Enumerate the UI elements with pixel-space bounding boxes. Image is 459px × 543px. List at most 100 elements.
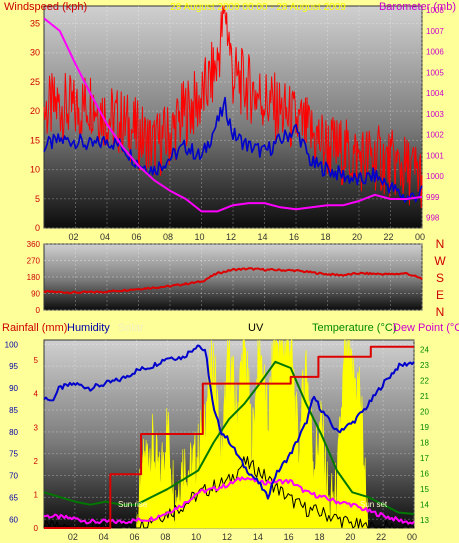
temperature-line	[43, 360, 415, 515]
direction-grid	[44, 243, 423, 311]
wind-y-tick-label: 25	[30, 77, 40, 87]
wind-plot-background	[43, 5, 423, 229]
conditions-x-tick-label: 20	[345, 532, 355, 542]
compass-label: E	[436, 288, 444, 302]
compass-label: N	[436, 305, 445, 319]
humidity-tick-label: 80	[9, 428, 18, 437]
wind-average-line	[43, 96, 423, 203]
barometer-tick-label: 1005	[426, 68, 444, 77]
barometer-tick-label: 1008	[426, 6, 444, 15]
humidity-tick-label: 85	[9, 406, 18, 415]
direction-tick-label: 0	[36, 306, 41, 315]
wind-y-axis-label: Windspeed (kph)	[4, 1, 87, 13]
conditions-x-tick-label: 08	[160, 532, 170, 542]
conditions-x-tick-label: 10	[191, 532, 201, 542]
conditions-x-tick-label: 22	[376, 532, 386, 542]
direction-line	[43, 267, 423, 295]
conditions-series	[43, 339, 415, 529]
rainfall-tick-label: 2	[34, 457, 39, 466]
humidity-tick-label: 70	[9, 472, 18, 481]
rainfall-tick-label: 1	[34, 490, 39, 499]
wind-y-tick-label: 30	[30, 48, 40, 58]
conditions-x-tick-label: 00	[407, 532, 417, 542]
barometer-tick-label: 1004	[426, 89, 444, 98]
rainfall-tick-label: 0	[34, 524, 39, 533]
wind-x-tick-label: 18	[320, 232, 330, 242]
compass-label: W	[434, 254, 446, 268]
wind-x-tick-label: 12	[226, 232, 236, 242]
conditions-x-tick-label: 14	[253, 532, 263, 542]
temperature-tick-label: 15	[420, 485, 429, 494]
humidity-tick-label: 95	[9, 362, 18, 371]
wind-y-tick-label: 0	[35, 223, 40, 233]
conditions-x-tick-label: 18	[314, 532, 324, 542]
barometer-tick-label: 1002	[426, 131, 444, 140]
solar-area	[136, 339, 369, 529]
wind-x-tick-label: 08	[163, 232, 173, 242]
wind-x-tick-label: 10	[194, 232, 204, 242]
wind-grid	[44, 6, 423, 229]
barometer-line	[43, 17, 423, 213]
temperature-tick-label: 14	[420, 501, 429, 510]
barometer-axis-label: Barometer (mb)	[379, 1, 456, 13]
legend-humidity: Humidity	[67, 322, 110, 334]
conditions-x-tick-label: 16	[284, 532, 294, 542]
wind-x-tick-label: 02	[68, 232, 78, 242]
legend-solar: Solar	[118, 322, 144, 334]
humidity-tick-label: 65	[9, 493, 18, 502]
conditions-x-tick-label: 12	[222, 532, 232, 542]
wind-series	[43, 5, 423, 213]
barometer-tick-label: 999	[426, 193, 440, 202]
wind-x-tick-label: 04	[100, 232, 110, 242]
temperature-tick-label: 19	[420, 423, 429, 432]
humidity-tick-label: 75	[9, 450, 18, 459]
conditions-x-tick-label: 06	[129, 532, 139, 542]
conditions-chart: 6065707580859095100012345131415161718192…	[2, 322, 459, 542]
barometer-tick-label: 998	[426, 214, 440, 223]
barometer-tick-label: 1001	[426, 151, 444, 160]
compass-label: N	[436, 237, 445, 251]
wind-x-tick-label: 00	[415, 232, 425, 242]
direction-series	[43, 267, 423, 295]
direction-tick-label: 360	[27, 240, 41, 249]
wind-x-tick-label: 16	[289, 232, 299, 242]
legend-temperature: Temperature (°C)	[312, 322, 396, 334]
wind-gust-line	[43, 5, 423, 209]
humidity-tick-label: 60	[9, 515, 18, 524]
wind-axes: 0510152025303599899910001001100210031004…	[30, 6, 444, 242]
temperature-tick-label: 22	[420, 376, 429, 385]
legend-rainfall: Rainfall (mm)	[2, 322, 67, 334]
humidity-tick-label: 100	[5, 340, 19, 349]
temperature-tick-label: 17	[420, 454, 429, 463]
temperature-tick-label: 18	[420, 439, 429, 448]
sunrise-annotation: Sun rise	[118, 500, 148, 509]
wind-chart-title: 28 August 2009 00:00 - 28 August 2009	[170, 2, 346, 13]
temperature-tick-label: 23	[420, 361, 429, 370]
wind-x-tick-label: 14	[257, 232, 267, 242]
conditions-x-tick-label: 02	[68, 532, 78, 542]
temperature-tick-label: 16	[420, 470, 429, 479]
temperature-tick-label: 13	[420, 516, 429, 525]
wind-y-tick-label: 5	[35, 194, 40, 204]
wind-y-tick-label: 20	[30, 106, 40, 116]
humidity-tick-label: 90	[9, 384, 18, 393]
temperature-tick-label: 21	[420, 392, 429, 401]
barometer-tick-label: 1007	[426, 27, 444, 36]
legend-dewpoint: Dew Point (°C)	[393, 322, 459, 334]
rainfall-tick-label: 5	[34, 356, 39, 365]
wind-x-tick-label: 06	[131, 232, 141, 242]
humidity-line	[43, 344, 415, 500]
conditions-axes: 6065707580859095100012345131415161718192…	[5, 340, 430, 542]
rainfall-line	[44, 345, 414, 529]
conditions-x-tick-label: 04	[99, 532, 109, 542]
sunset-annotation: Sun set	[360, 500, 388, 509]
barometer-tick-label: 1003	[426, 110, 444, 119]
direction-tick-label: 270	[27, 257, 41, 266]
wind-y-tick-label: 10	[30, 165, 40, 175]
legend-uv: UV	[248, 322, 264, 334]
rainfall-tick-label: 4	[34, 390, 39, 399]
direction-tick-label: 90	[31, 290, 40, 299]
